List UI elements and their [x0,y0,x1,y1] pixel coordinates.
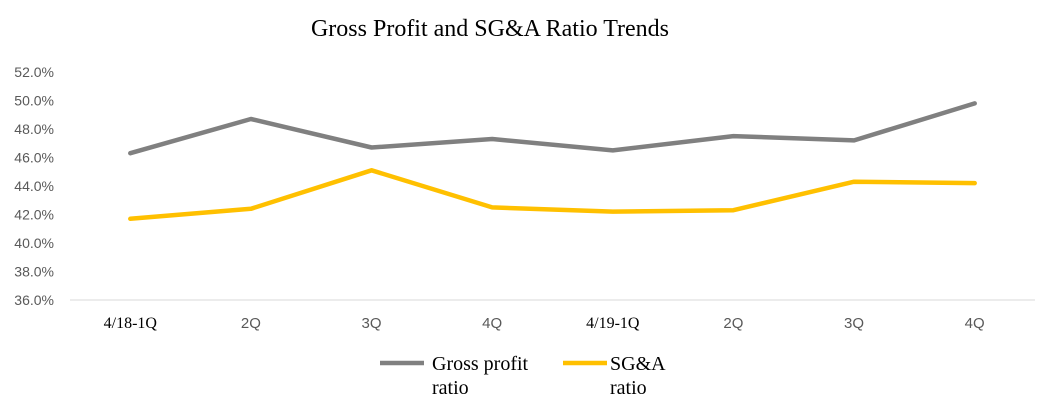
y-tick-label: 52.0% [14,64,54,80]
x-tick-label: 4/18-1Q [104,315,158,332]
series-layer [128,101,977,222]
legend-label: Gross profit [432,353,529,375]
series-line-0 [128,101,977,156]
legend-label: SG&A [610,353,666,375]
y-tick-label: 50.0% [14,93,54,109]
y-tick-label: 42.0% [14,207,54,223]
y-axis-ticks: 36.0% 38.0% 40.0% 42.0% 44.0% 46.0% 48.0% 50.0%… [14,64,54,308]
x-tick-label: 4/19-1Q [586,315,640,332]
x-tick-label: 4Q [965,315,985,332]
chart-title: Gross Profit and SG&A Ratio Trends [311,16,669,42]
series-line-1 [128,168,977,222]
x-tick-label: 3Q [844,315,864,332]
legend-label: ratio [610,377,647,399]
y-tick-label: 38.0% [14,264,54,280]
legend-label: ratio [432,377,469,399]
y-tick-label: 44.0% [14,178,54,194]
x-tick-label: 2Q [241,315,261,332]
x-tick-label: 3Q [362,315,382,332]
y-tick-label: 40.0% [14,235,54,251]
x-tick-label: 4Q [482,315,502,332]
y-tick-label: 48.0% [14,121,54,137]
x-axis-ticks: 4/18-1Q 2Q 3Q 4Q 4/19-1Q 2Q 3Q 4Q [104,315,985,332]
x-tick-label: 2Q [723,315,743,332]
y-tick-label: 36.0% [14,292,54,308]
y-tick-label: 46.0% [14,150,54,166]
